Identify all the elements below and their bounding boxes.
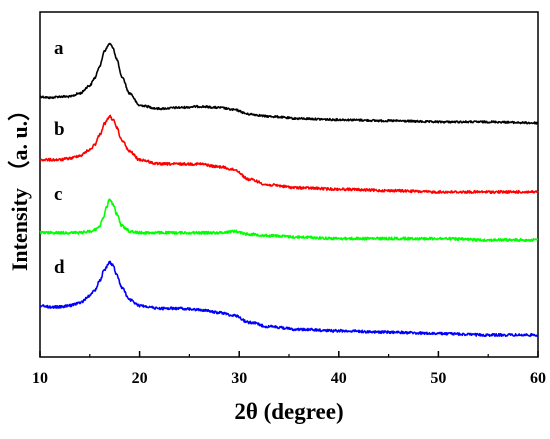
x-tick-label-60: 60 <box>530 370 546 387</box>
x-tick-label-50: 50 <box>430 370 446 387</box>
plot-area: a b c d 10 20 30 40 50 60 <box>32 11 546 387</box>
x-tick-label-40: 40 <box>331 370 347 387</box>
series-line-c <box>39 198 539 243</box>
x-axis-ticks: 10 20 30 40 50 60 <box>32 351 546 387</box>
series-label-a: a <box>54 38 64 59</box>
plot-frame <box>39 11 539 358</box>
series-b: b <box>39 114 539 195</box>
series-line-b <box>39 114 539 195</box>
series-line-a <box>39 42 539 125</box>
series-label-d: d <box>54 257 65 278</box>
series-label-b: b <box>54 119 65 140</box>
series-a: a <box>39 38 539 125</box>
series-label-c: c <box>54 184 62 205</box>
x-tick-label-30: 30 <box>231 370 247 387</box>
x-tick-label-20: 20 <box>132 370 148 387</box>
series-d: d <box>39 257 539 338</box>
x-axis-title: 2θ (degree) <box>234 399 343 424</box>
series-layer: a b c d <box>39 38 539 338</box>
series-c: c <box>39 184 539 243</box>
x-tick-label-10: 10 <box>32 370 48 387</box>
series-line-d <box>39 260 539 338</box>
y-axis-title: Intensity （a. u.） <box>7 99 32 271</box>
